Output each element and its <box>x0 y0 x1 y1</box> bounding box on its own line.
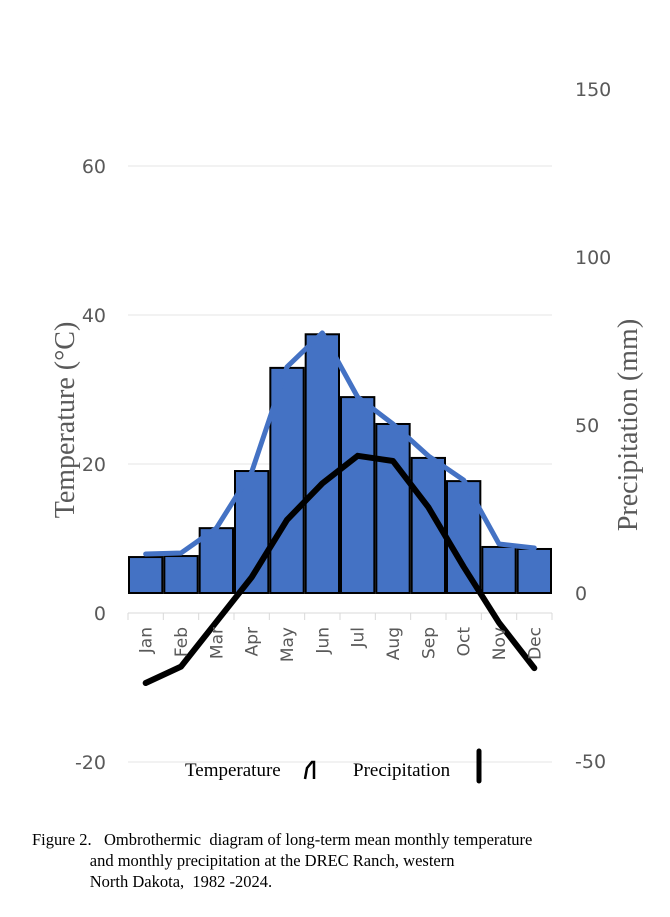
precipitation-bar <box>375 422 411 594</box>
caption-line: North Dakota, 1982 -2024. <box>32 872 273 891</box>
right-tick-label: 100 <box>575 247 611 269</box>
caption-line: Figure 2. Ombrothermic diagram of long-t… <box>32 830 533 849</box>
caption-line: and monthly precipitation at the DREC Ra… <box>32 851 455 870</box>
precipitation-bar <box>481 545 517 595</box>
legend-label-precipitation: Precipitation <box>353 760 451 781</box>
left-tick-label: 60 <box>82 156 106 178</box>
right-tick-label: 50 <box>575 415 599 437</box>
left-axis-title: Temperature (°C) <box>50 322 81 519</box>
precipitation-bar <box>516 547 553 595</box>
category-label: Apr <box>243 627 263 656</box>
category-label: Jan <box>137 627 157 654</box>
left-tick-label: 0 <box>94 603 106 625</box>
legend-label-temperature: Temperature <box>185 760 281 781</box>
category-label: Aug <box>384 627 404 660</box>
temperature-line <box>142 452 538 687</box>
right-axis-title: Precipitation (mm) <box>613 319 644 531</box>
category-label: Dec <box>525 627 545 660</box>
category-label: Mar <box>207 627 227 659</box>
category-label: May <box>278 627 298 662</box>
category-label: Jun <box>313 627 333 655</box>
category-label: Sep <box>419 627 439 659</box>
right-tick-label: 0 <box>575 583 587 605</box>
category-label: Jul <box>349 627 369 649</box>
category-label: Oct <box>455 627 475 657</box>
precipitation-bar <box>163 555 199 594</box>
left-tick-label: 40 <box>82 305 106 327</box>
right-tick-label: -50 <box>575 751 606 773</box>
right-tick-label: 150 <box>575 79 611 101</box>
precipitation-bar <box>340 396 376 594</box>
figure-caption: Figure 2. Ombrothermic diagram of long-t… <box>32 829 652 892</box>
left-tick-label: 20 <box>82 454 106 476</box>
precipitation-line <box>143 330 537 557</box>
precipitation-bar <box>304 333 340 594</box>
left-tick-label: -20 <box>75 752 106 774</box>
category-label: Feb <box>172 627 192 657</box>
legend: Temperature Precipitation <box>185 748 482 784</box>
precipitation-bar <box>128 556 164 594</box>
legend-swatch-temperature <box>303 760 316 780</box>
category-label: Nov <box>490 627 510 660</box>
ombrothermic-chart: 60 40 20 0 -20 150 100 50 0 -50 Jan Feb Mar Apr May Jun… <box>50 79 644 784</box>
